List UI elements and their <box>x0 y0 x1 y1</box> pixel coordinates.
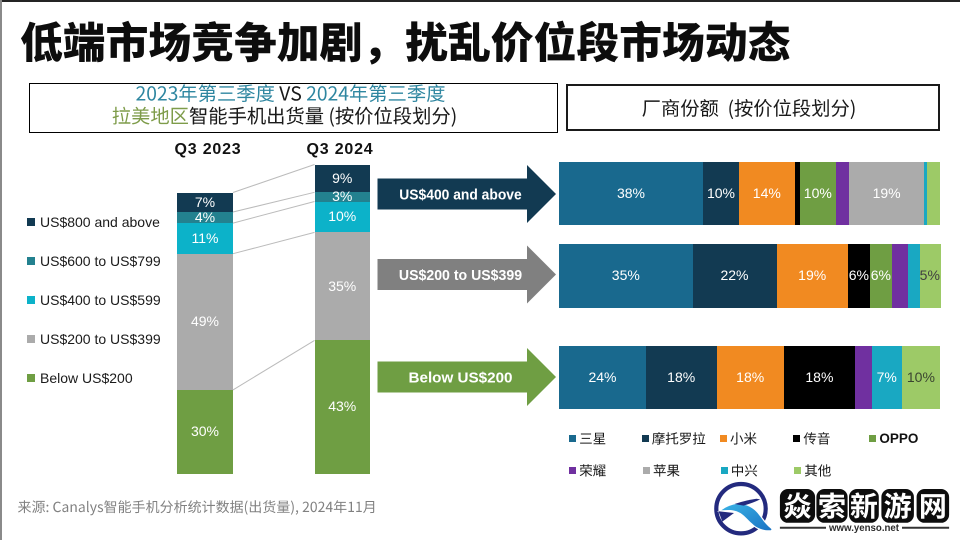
svg-text:www.yenso.net: www.yenso.net <box>828 523 900 534</box>
svg-text:Below US$200: Below US$200 <box>409 369 513 386</box>
svg-text:US$400 and above: US$400 and above <box>399 186 521 203</box>
svg-text:US$200 to US$399: US$200 to US$399 <box>399 267 522 284</box>
